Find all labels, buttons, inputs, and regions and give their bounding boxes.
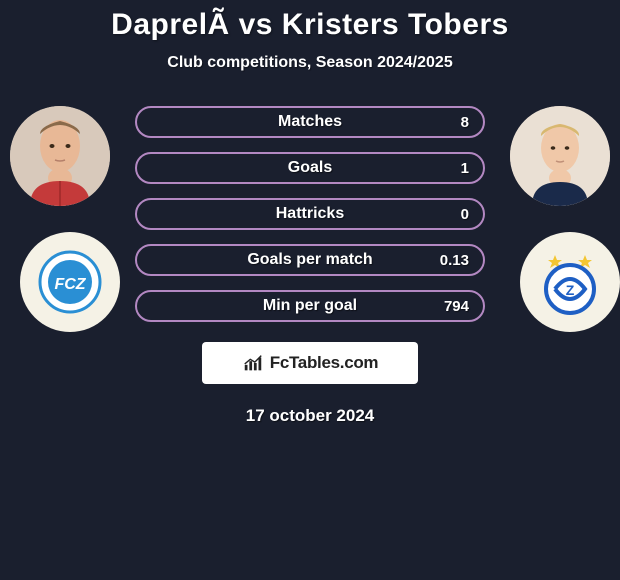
page-title: DaprelÃ vs Kristers Tobers	[0, 8, 620, 42]
player1-avatar-icon	[10, 106, 110, 206]
stat-row-goals: Goals 1	[135, 152, 485, 184]
stat-row-goals-per-match: Goals per match 0.13	[135, 244, 485, 276]
stat-label: Hattricks	[276, 205, 344, 223]
stat-value: 8	[461, 114, 469, 131]
player2-club-icon: Z	[535, 247, 605, 317]
vs-text: vs	[239, 8, 273, 41]
stat-row-min-per-goal: Min per goal 794	[135, 290, 485, 322]
player1-avatar	[10, 106, 110, 206]
svg-text:Z: Z	[566, 282, 575, 298]
brand-badge: FcTables.com	[202, 342, 418, 384]
stat-row-matches: Matches 8	[135, 106, 485, 138]
stat-value: 0.13	[440, 252, 469, 269]
stat-value: 0	[461, 206, 469, 223]
header: DaprelÃ vs Kristers Tobers Club competit…	[0, 0, 620, 72]
svg-text:FCZ: FCZ	[54, 276, 86, 293]
player1-name: DaprelÃ	[111, 8, 230, 41]
subtitle: Club competitions, Season 2024/2025	[0, 54, 620, 72]
brand-text: FcTables.com	[270, 353, 379, 373]
stat-label: Goals	[288, 159, 332, 177]
player1-club-icon: FCZ	[35, 247, 105, 317]
comparison-content: FCZ Z Matches 8 Goals 1 Hattricks 0 Goal…	[0, 106, 620, 336]
chart-icon	[242, 352, 264, 374]
stats-list: Matches 8 Goals 1 Hattricks 0 Goals per …	[135, 106, 485, 336]
player2-avatar	[510, 106, 610, 206]
stat-row-hattricks: Hattricks 0	[135, 198, 485, 230]
stat-label: Goals per match	[247, 251, 372, 269]
stat-label: Min per goal	[263, 297, 357, 315]
stat-label: Matches	[278, 113, 342, 131]
player2-name: Kristers Tobers	[282, 8, 509, 41]
date-text: 17 october 2024	[0, 406, 620, 426]
player1-club-badge: FCZ	[20, 232, 120, 332]
stat-value: 1	[461, 160, 469, 177]
player2-club-badge: Z	[520, 232, 620, 332]
player2-avatar-icon	[510, 106, 610, 206]
stat-value: 794	[444, 298, 469, 315]
